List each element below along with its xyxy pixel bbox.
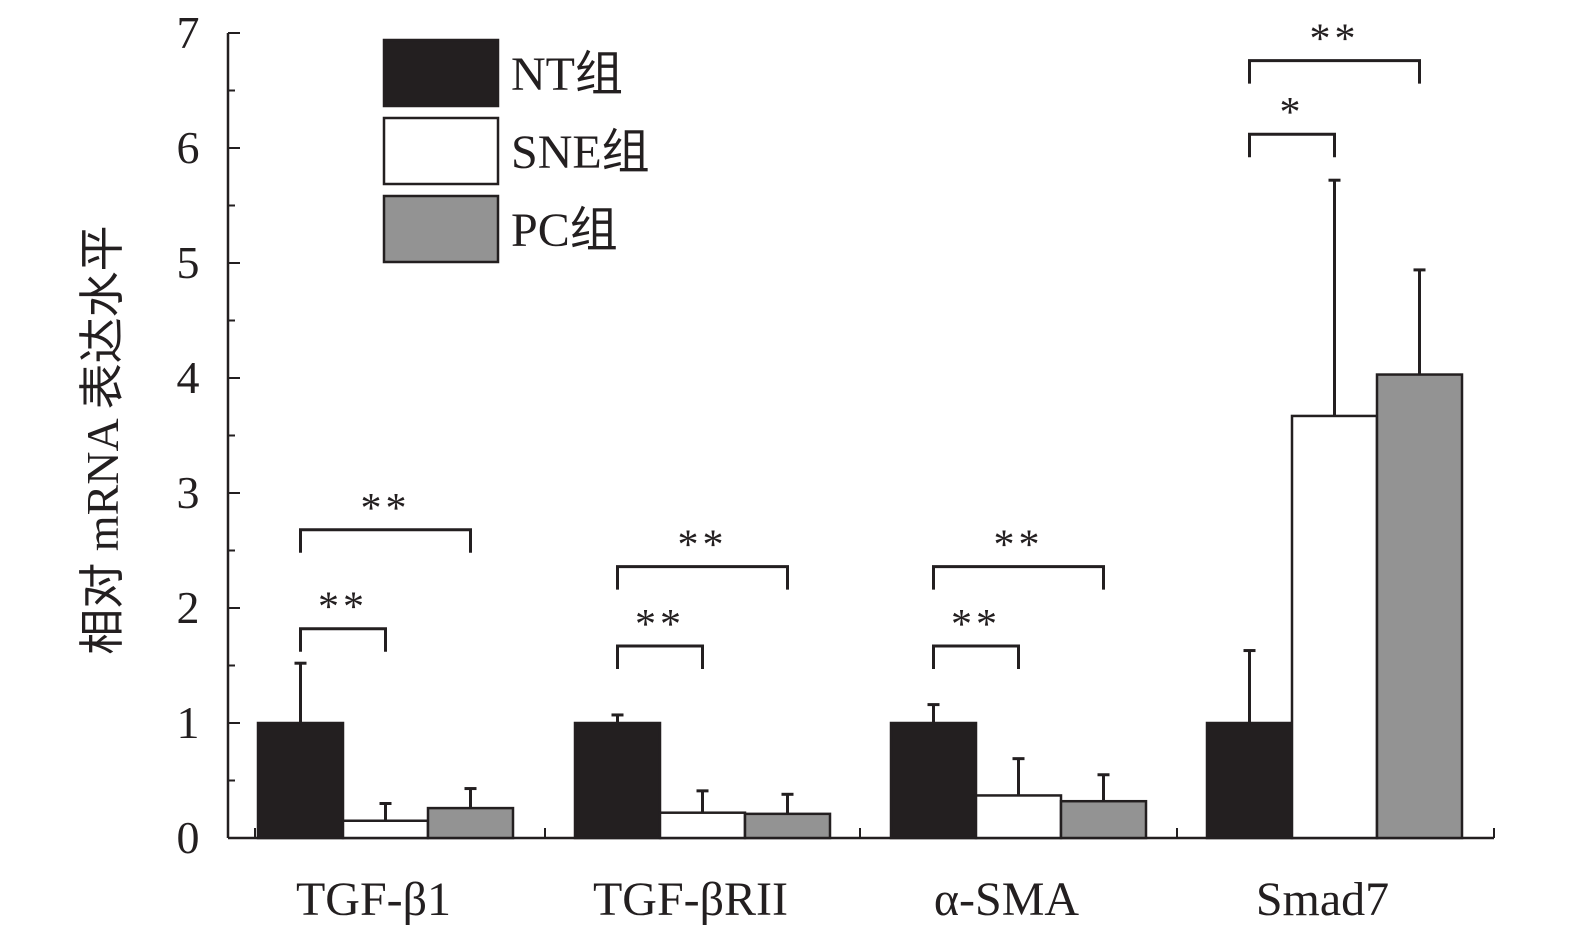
bar [426, 806, 515, 840]
bar [1205, 721, 1294, 840]
error-bars [294, 178, 1426, 821]
significance-label: ** [678, 523, 728, 569]
bar [1290, 414, 1379, 840]
significance-label: ** [635, 602, 685, 648]
bar [573, 721, 662, 840]
significance-brackets: *************** [299, 17, 1421, 669]
legend-label: NT组 [511, 48, 623, 101]
significance-label: ** [318, 585, 368, 631]
significance-label: ** [951, 602, 1001, 648]
y-tick-label: 7 [177, 7, 200, 58]
legend-swatch [382, 116, 500, 186]
significance-bracket [616, 644, 704, 669]
bar [1375, 373, 1464, 840]
significance-label: ** [994, 523, 1044, 569]
significance-bracket [932, 644, 1020, 669]
axes: 0 1 2 3 4 5 6 7 TGF-β1 TGF-βRII α-SMA Smad7 [177, 7, 1495, 926]
y-tick-label: 5 [177, 237, 200, 288]
legend-label: SNE组 [511, 126, 650, 179]
bar [974, 794, 1063, 840]
legend: NT组 SNE组 PC组 [382, 38, 650, 264]
bar [1059, 799, 1148, 840]
significance-bracket [1248, 59, 1421, 84]
x-category-label: TGF-β1 [296, 873, 451, 926]
significance-label: ** [1310, 17, 1360, 63]
y-tick-label: 4 [177, 352, 200, 403]
significance-bracket [616, 565, 789, 590]
y-axis-label: 相对 mRNA 表达水平 [77, 225, 128, 654]
bars [256, 373, 1464, 840]
significance-label: * [1280, 90, 1305, 136]
significance-bracket [299, 528, 472, 553]
legend-label: PC组 [511, 204, 618, 257]
legend-item: NT组 [382, 38, 623, 108]
legend-item: PC组 [382, 194, 618, 264]
legend-swatch [382, 194, 500, 264]
x-category-label: Smad7 [1256, 873, 1389, 926]
legend-swatch [382, 38, 500, 108]
legend-item: SNE组 [382, 116, 650, 186]
significance-bracket [1248, 132, 1336, 158]
significance-label: ** [361, 486, 411, 532]
x-category-label: TGF-βRII [593, 873, 788, 926]
bar [889, 721, 978, 840]
bar [658, 811, 747, 840]
x-category-label: α-SMA [934, 873, 1080, 926]
bar [743, 812, 832, 840]
significance-bracket [932, 565, 1105, 590]
y-tick-label: 2 [177, 582, 200, 633]
significance-bracket [299, 627, 387, 652]
bar [341, 819, 430, 840]
y-tick-label: 1 [177, 697, 200, 748]
y-tick-label: 6 [177, 122, 200, 173]
y-tick-label: 0 [177, 812, 200, 863]
y-tick-label: 3 [177, 467, 200, 518]
bar [256, 721, 345, 840]
